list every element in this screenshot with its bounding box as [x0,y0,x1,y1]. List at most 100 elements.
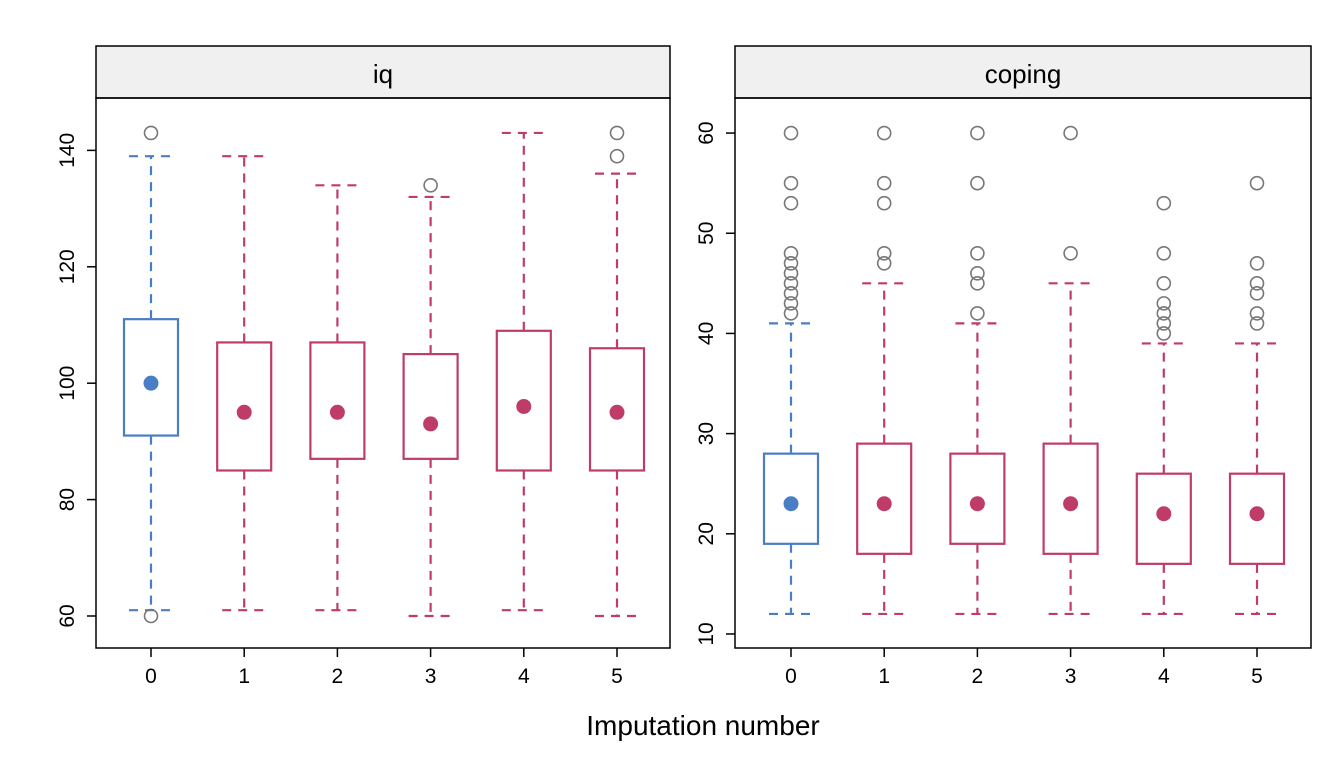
iqr-box [309,341,366,460]
median-point [516,398,532,414]
box-5 [588,125,646,618]
outlier-point [783,296,799,311]
outlier-point [876,245,892,261]
outlier-point [783,266,799,281]
outlier-point [783,125,799,141]
panel-title: iq [373,59,393,89]
y-tick-label: 80 [56,488,79,511]
outlier-point [1249,256,1265,271]
outlier-point [970,306,985,321]
outlier-point [1156,276,1172,291]
x-tick-label: 0 [145,665,157,688]
outlier-point [1063,125,1078,141]
y-tick-label: 30 [695,422,718,445]
y-tick-label: 140 [56,133,79,168]
median-point [783,496,799,512]
outlier-point [970,245,985,261]
outlier-point [876,256,892,271]
x-tick-label: 2 [972,665,984,688]
x-tick-label: 2 [332,665,344,688]
panel-coping: coping 10 20 30 40 50 60 0 1 2 3 4 5 [695,45,1312,688]
y-tick-label: 100 [56,366,79,401]
box-4 [495,131,552,612]
x-tick-label: 3 [1065,665,1077,688]
outlier-point [423,178,438,193]
median-point [423,416,439,432]
outlier-point [970,266,985,281]
panel-title: coping [985,59,1062,89]
outlier-point [1156,195,1172,211]
box-0 [122,125,180,624]
y-tick-label: 60 [56,604,79,627]
panel-iq: iq 60 80 100 120 140 0 1 2 3 4 5 [56,45,671,688]
y-tick-label: 10 [695,622,718,645]
median-point [143,375,159,391]
outlier-point [970,175,985,191]
outlier-point [783,175,799,191]
x-tick-label: 5 [1251,665,1263,688]
x-tick-label: 5 [611,665,623,688]
y-tick-label: 60 [695,121,718,144]
outlier-point [143,608,159,624]
y-tick-label: 40 [695,322,718,345]
outlier-point [1249,286,1265,301]
box-2 [949,125,1006,616]
box-1 [216,155,273,612]
outlier-point [783,256,799,271]
median-point [609,404,625,420]
box-3 [1042,125,1099,616]
median-point [1063,496,1079,512]
box-5 [1228,175,1286,616]
median-point [329,404,345,420]
outlier-point [970,125,985,141]
x-tick-label: 4 [518,665,530,688]
x-axis-label: Imputation number [586,710,819,741]
x-tick-label: 1 [238,665,250,688]
median-point [969,496,985,512]
outlier-point [783,306,799,321]
outlier-point [1063,245,1078,261]
outlier-point [1156,296,1172,311]
iqr-box [402,352,459,460]
outlier-point [783,195,799,211]
x-tick-label: 3 [425,665,437,688]
outlier-point [1249,316,1265,331]
outlier-point [876,125,892,141]
panel-strip [734,45,1312,99]
median-point [1249,506,1265,522]
outlier-point [1249,175,1265,191]
x-tick-label: 0 [785,665,797,688]
median-point [876,496,892,512]
outlier-point [1156,306,1172,321]
median-point [236,404,252,420]
box-2 [309,184,366,612]
box-4 [1135,195,1192,616]
outlier-point [143,125,159,141]
outlier-point [1156,326,1172,341]
plot-frame [95,97,671,649]
outlier-point [876,195,892,211]
y-tick-label: 20 [695,522,718,545]
x-tick-label: 1 [878,665,890,688]
outlier-point [1249,276,1265,291]
x-tick-label: 4 [1158,665,1170,688]
outlier-point [783,276,799,291]
outlier-point [1156,245,1172,261]
plot-frame [734,97,1312,649]
panel-strip [95,45,671,99]
outlier-point [783,245,799,261]
box-3 [402,178,459,618]
y-tick-label: 120 [56,249,79,284]
y-tick-label: 50 [695,222,718,245]
outlier-point [876,175,892,191]
outlier-point [1249,306,1265,321]
outlier-point [970,276,985,291]
box-1 [856,125,913,616]
box-0 [762,125,820,616]
outlier-point [609,125,625,141]
median-point [1156,506,1172,522]
outlier-point [1156,316,1172,331]
outlier-point [783,286,799,301]
outlier-point [609,148,625,164]
